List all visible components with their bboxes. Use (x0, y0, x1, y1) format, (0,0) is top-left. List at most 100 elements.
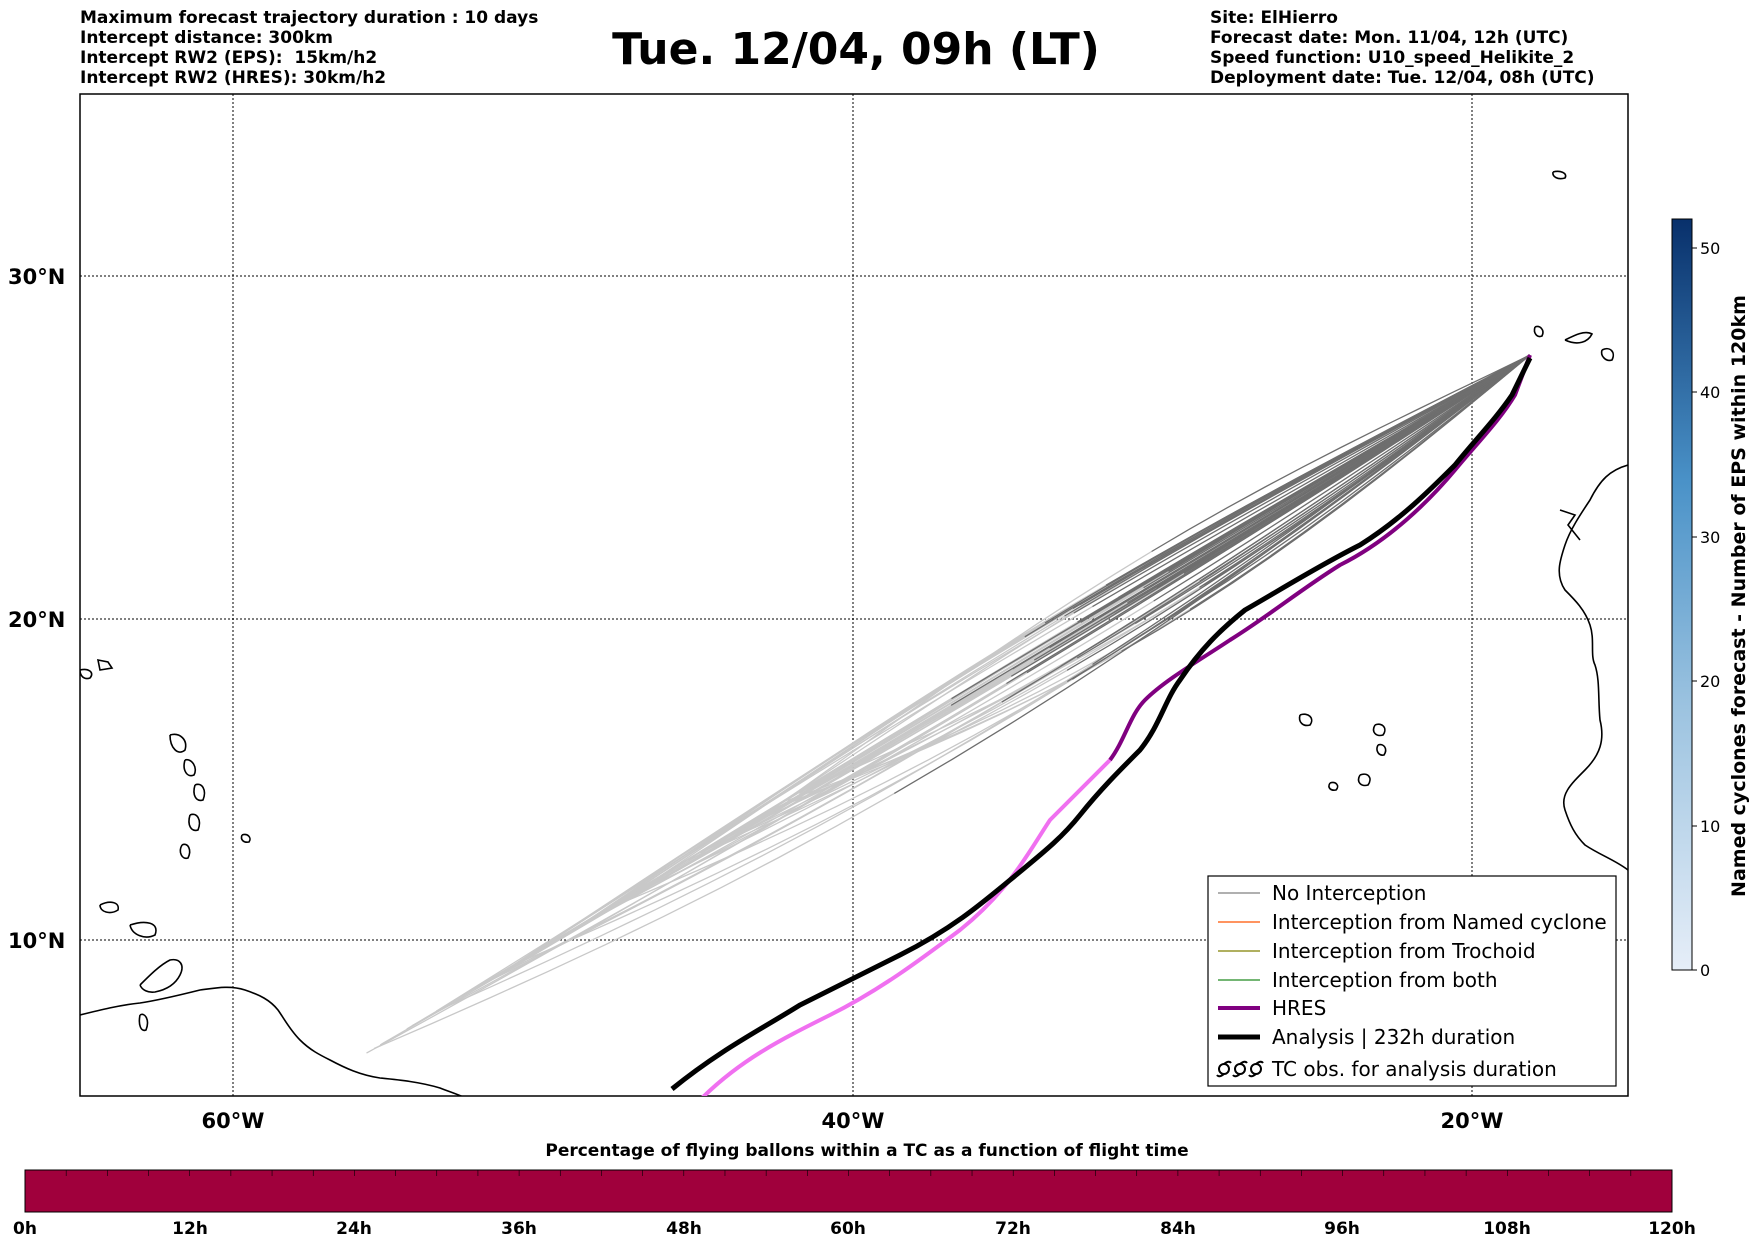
colorbar-label: Named cyclones forecast - Number of EPS … (1728, 295, 1750, 897)
timebar-tick-108h: 108h (1483, 1219, 1531, 1239)
colorbar-gradient (1671, 218, 1693, 971)
ensemble-track-early (1079, 354, 1531, 606)
timebar-tick-120h: 120h (1648, 1219, 1696, 1239)
lat-label-30n: 30°N (8, 265, 65, 289)
colorbar-ticks (1692, 247, 1697, 971)
legend-item-both: Interception from both (1218, 968, 1498, 992)
ensemble-track-early (1189, 354, 1531, 610)
ensemble-track-early (1151, 354, 1531, 629)
tc-symbol-icon (1216, 1060, 1264, 1078)
legend-label: Interception from Named cyclone (1272, 910, 1607, 934)
ensemble-track-late (706, 596, 1119, 850)
timebar-tick-0h: 0h (13, 1219, 37, 1239)
hres-track-early (1108, 354, 1532, 762)
ensemble-track-late (598, 615, 1065, 915)
timebar-tick-12h: 12h (172, 1219, 208, 1239)
ensemble-track-late (435, 663, 1093, 1012)
legend-item-trochoid: Interception from Trochoid (1218, 939, 1536, 963)
legend-label: HRES (1272, 996, 1326, 1020)
ensemble-track-early (1080, 354, 1531, 623)
cape-verde-4 (1328, 781, 1339, 791)
colorbar-tick-40: 40 (1700, 383, 1720, 402)
flight-time-bar: Percentage of flying ballons within a TC… (13, 1141, 1696, 1239)
lat-label-20n: 20°N (8, 608, 65, 632)
header-right-line-4: Deployment date: Tue. 12/04, 08h (UTC) (1210, 68, 1595, 88)
legend-label: No Interception (1272, 881, 1426, 905)
header-right-line-3: Speed function: U10_speed_Helikite_2 (1210, 48, 1575, 68)
island-6 (179, 843, 191, 860)
timebar-tick-36h: 36h (501, 1219, 537, 1239)
header-left-line-4: Intercept RW2 (HRES): 30km/h2 (80, 68, 387, 88)
legend-box (1207, 875, 1617, 1087)
ensemble-track-early (1092, 354, 1531, 608)
ensemble-track-early (1151, 354, 1531, 553)
island-4 (193, 783, 206, 802)
timebar-tick-60h: 60h (830, 1219, 866, 1239)
ensemble-track-late (806, 570, 1169, 790)
header-right-line-1: Site: ElHierro (1210, 8, 1338, 28)
ensemble-tracks-early (893, 354, 1531, 794)
colorbar-tick-0: 0 (1700, 961, 1710, 980)
legend: No Interception Interception from Named … (1207, 875, 1617, 1087)
cyclone-colorbar: 0 10 20 30 40 50 Named cyclones forecast… (1671, 218, 1750, 980)
cape-verde-1 (1298, 713, 1313, 727)
africa-coast-notch (1559, 509, 1581, 541)
ensemble-track-early (1076, 354, 1531, 659)
header-left-line-3: Intercept RW2 (EPS): 15km/h2 (80, 48, 378, 68)
cape-verde-3 (1357, 773, 1371, 787)
canary-island-1 (1564, 331, 1594, 344)
timebar-tick-72h: 72h (995, 1219, 1031, 1239)
legend-item-analysis: Analysis | 232h duration (1218, 1025, 1515, 1049)
trinidad-coast (139, 958, 183, 993)
header-left-line-1: Maximum forecast trajectory duration : 1… (80, 8, 539, 28)
island-5 (188, 813, 201, 832)
timebar-title: Percentage of flying ballons within a TC… (545, 1141, 1188, 1161)
colorbar-tick-20: 20 (1700, 672, 1720, 691)
ensemble-track-early (1203, 354, 1531, 586)
island-7 (99, 901, 120, 914)
page-title: Tue. 12/04, 09h (LT) (612, 24, 1100, 75)
hres-track-late (701, 758, 1112, 1096)
ensemble-track-early (1134, 354, 1531, 625)
ensemble-track-early (1153, 354, 1531, 602)
colorbar-tick-30: 30 (1700, 528, 1720, 547)
legend-item-hres: HRES (1218, 996, 1326, 1020)
coastlines (80, 170, 1628, 1096)
ensemble-track-late (647, 622, 1046, 885)
analysis-track (670, 356, 1533, 1091)
lon-label-20w: 20°W (1441, 1109, 1504, 1133)
lon-label-40w: 40°W (822, 1109, 885, 1133)
header-left-line-2: Intercept distance: 300km (80, 28, 333, 48)
legend-label: Analysis | 232h duration (1272, 1025, 1515, 1049)
ensemble-track-late (563, 587, 1144, 936)
ensemble-track-late (477, 704, 952, 988)
ensemble-track-late (604, 680, 1068, 911)
lat-label-10n: 10°N (8, 929, 65, 953)
ensemble-track-late (740, 623, 1136, 830)
legend-label: TC obs. for analysis duration (1271, 1057, 1557, 1081)
header-right-line-2: Forecast date: Mon. 11/04, 12h (UTC) (1210, 28, 1569, 48)
ensemble-track-late (373, 792, 895, 1050)
madeira-island (1552, 170, 1567, 180)
ensemble-track-late (528, 604, 1080, 957)
ensemble-track-late (411, 672, 1028, 1027)
island-9 (138, 1013, 149, 1032)
africa-coast (1558, 464, 1628, 871)
timebar-tick-48h: 48h (666, 1219, 702, 1239)
legend-item-no-interception: No Interception (1218, 881, 1426, 905)
island-11 (80, 668, 93, 680)
ensemble-track-early (1117, 354, 1531, 599)
timebar-tick-84h: 84h (1160, 1219, 1196, 1239)
ensemble-track-early (1073, 354, 1531, 614)
ensemble-track-late (805, 584, 1205, 790)
legend-label: Interception from both (1272, 968, 1498, 992)
island-3 (183, 758, 197, 777)
island-12 (1533, 325, 1544, 338)
legend-item-named-cyclone: Interception from Named cyclone (1218, 910, 1607, 934)
timebar-tick-24h: 24h (336, 1219, 372, 1239)
ensemble-track-early (950, 354, 1531, 706)
south-america-coast (80, 986, 464, 1096)
timebar-minor-ticks (24, 1170, 1673, 1176)
legend-item-tc-obs: TC obs. for analysis duration (1216, 1057, 1557, 1081)
